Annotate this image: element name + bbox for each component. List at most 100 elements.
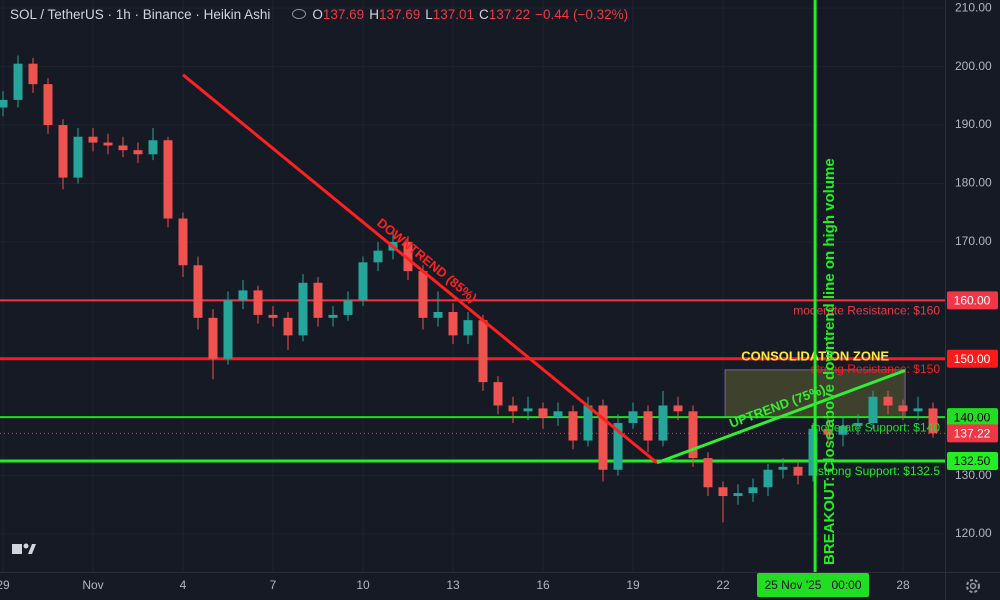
ohlc-value: 137.22 <box>488 7 531 22</box>
price-tag-label: 160.00 <box>954 293 991 307</box>
last-price-label: 137.22 <box>954 427 991 441</box>
candle-body <box>538 408 548 418</box>
level-label: strong Resistance: $150 <box>811 362 941 376</box>
candle-body <box>568 411 578 441</box>
price-tag-label: 132.50 <box>954 454 991 468</box>
candle-body <box>868 396 878 424</box>
crosshair-time-tag <box>757 573 869 597</box>
candle-body <box>793 466 803 476</box>
candle-body <box>523 408 533 412</box>
level-label: moderate Resistance: $160 <box>793 303 940 317</box>
y-tick-label: 120.00 <box>955 526 992 540</box>
ohlc-value: 137.69 <box>378 7 421 22</box>
legend-header: SOL / TetherUS · 1h · Binance · Heikin A… <box>10 7 628 22</box>
candle-body <box>28 63 38 85</box>
candle-body <box>838 425 848 435</box>
price-change: −0.44 (−0.32%) <box>535 7 629 22</box>
candle-body <box>493 382 503 406</box>
candle-body <box>133 150 143 155</box>
x-tick-label: 4 <box>180 578 187 592</box>
candle-body <box>343 300 353 315</box>
ohlc-value: 137.01 <box>432 7 475 22</box>
candle-body <box>883 396 893 406</box>
candle-body <box>718 487 728 497</box>
candle-body <box>658 405 668 441</box>
candle-body <box>43 84 53 126</box>
candle-body <box>283 317 293 336</box>
candle-body <box>178 218 188 266</box>
candle-body <box>778 466 788 470</box>
price-tag <box>947 451 998 470</box>
y-tick-label: 200.00 <box>955 59 992 73</box>
settings-icon[interactable] <box>966 579 980 593</box>
candle-body <box>463 320 473 336</box>
x-tick-label: 10 <box>356 578 370 592</box>
ohlc-key: L <box>425 7 433 22</box>
x-tick-label: 29 <box>0 578 10 592</box>
candle-body <box>508 405 518 412</box>
crosshair-time-label: 25 Nov '25 00:00 <box>764 578 861 592</box>
candle-body <box>118 145 128 151</box>
level-label: strong Support: $132.5 <box>818 464 940 478</box>
candle-body <box>478 320 488 383</box>
level-label: moderate Support: $140 <box>811 420 941 434</box>
candle-body <box>928 408 938 434</box>
x-tick-label: 19 <box>626 578 640 592</box>
y-tick-label: 210.00 <box>955 0 992 14</box>
candle-body <box>628 411 638 424</box>
candle-body <box>553 411 563 418</box>
ohlc-key: H <box>369 7 379 22</box>
candle-body <box>328 314 338 318</box>
trendline <box>182 73 658 464</box>
y-tick-label: 190.00 <box>955 117 992 131</box>
candle-body <box>208 317 218 359</box>
visibility-icon[interactable] <box>292 9 307 19</box>
candle-body <box>748 487 758 494</box>
last-price-tag <box>947 424 998 443</box>
ohlc-key: C <box>479 7 489 22</box>
candle-body <box>0 99 8 108</box>
candle-body <box>148 140 158 155</box>
candle-body <box>103 142 113 146</box>
breakout-label: BREAKOUT: Close above downtrend line on … <box>821 158 838 565</box>
candle-body <box>268 314 278 318</box>
x-tick-label: Nov <box>82 578 103 592</box>
trendline <box>656 369 906 465</box>
x-tick-label: 28 <box>896 578 910 592</box>
candle-body <box>733 493 743 497</box>
price-tag <box>947 291 998 310</box>
candle-body <box>223 300 233 359</box>
x-tick-label: 22 <box>716 578 730 592</box>
candle-body <box>898 405 908 412</box>
candle-body <box>643 411 653 441</box>
x-tick-label: 16 <box>536 578 550 592</box>
candle-body <box>373 250 383 263</box>
candle-body <box>163 140 173 219</box>
candle-body <box>433 312 443 318</box>
candle-body <box>313 282 323 318</box>
y-tick-label: 180.00 <box>955 176 992 190</box>
symbol-title: SOL / TetherUS · 1h · Binance · Heikin A… <box>10 7 271 22</box>
y-tick-label: 170.00 <box>955 234 992 248</box>
candle-body <box>448 312 458 336</box>
candle-body <box>583 405 593 441</box>
candle-body <box>763 469 773 488</box>
candles <box>0 55 938 523</box>
candle-body <box>703 458 713 488</box>
candle-body <box>358 262 368 301</box>
tv-logo <box>12 543 36 554</box>
price-tag <box>947 349 998 368</box>
candle-body <box>253 290 263 315</box>
candle-body <box>673 405 683 412</box>
candle-body <box>808 428 818 476</box>
candle-body <box>238 290 248 301</box>
ohlc-key: O <box>312 7 323 22</box>
candle-body <box>913 408 923 412</box>
ohlc-value: 137.69 <box>322 7 365 22</box>
price-tag <box>947 408 998 427</box>
candle-body <box>73 136 83 178</box>
price-tag-label: 150.00 <box>954 352 991 366</box>
candle-body <box>403 241 413 272</box>
y-tick-label: 130.00 <box>955 468 992 482</box>
candle-body <box>688 411 698 459</box>
